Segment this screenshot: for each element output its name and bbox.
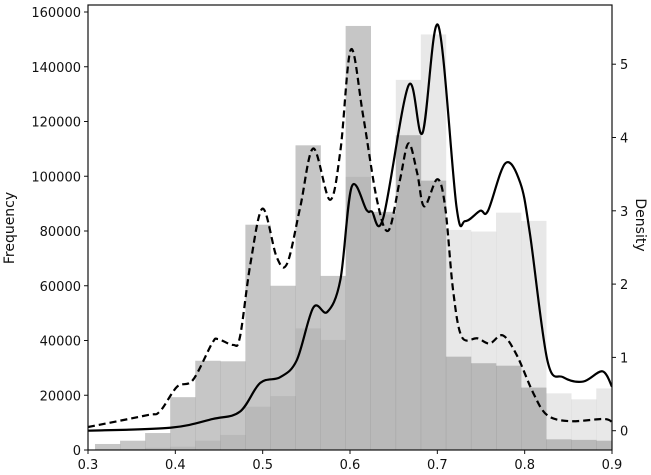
y-tick-label: 160000 [31, 6, 81, 21]
y-tick-label: 40000 [40, 335, 81, 350]
histogram-2-bar [245, 406, 271, 450]
histogram-1-bar [571, 439, 597, 450]
x-tick-label: 0.5 [252, 458, 273, 473]
x-tick-label: 0.3 [78, 458, 99, 473]
histogram-2-bar [596, 388, 612, 450]
histogram-1-bar [546, 439, 572, 450]
histogram-1-bar [521, 387, 547, 450]
histogram-1-bar [195, 360, 221, 450]
histogram-1-bar [470, 363, 497, 450]
x-tick-label: 0.8 [514, 458, 535, 473]
histogram-2-bar [170, 446, 196, 450]
y-right-tick-label: 4 [620, 132, 628, 147]
histogram-1-bar [445, 356, 472, 450]
histogram-1-bar [120, 440, 146, 450]
y-right-tick-label: 0 [620, 425, 628, 440]
histogram-2-bar [270, 396, 296, 450]
histogram-2-bar [345, 176, 371, 450]
y-tick-label: 0 [73, 444, 81, 459]
y-right-tick-label: 5 [620, 58, 628, 73]
histogram-1-bar [94, 443, 121, 450]
histogram-2-bar [220, 434, 246, 450]
y-right-tick-label: 3 [620, 205, 628, 220]
density-curve-solid [88, 23, 612, 432]
histogram-2-bar [145, 447, 171, 450]
histogram-1-bar [420, 180, 447, 450]
histogram-1-bar [220, 361, 246, 450]
histogram-2-bar [496, 212, 522, 450]
histogram-2-bar [370, 214, 397, 450]
y-axis-left: 0 20000 40000 60000 80000 100000 120000 140000 1… [31, 6, 88, 459]
histogram-2-bar [295, 328, 321, 450]
y-axis-right-label: Density [632, 198, 648, 251]
histogram-bars [94, 25, 612, 450]
histogram-2-bar [420, 34, 447, 450]
histogram-1-bar [145, 433, 171, 450]
x-axis: 0.3 0.4 0.5 0.6 0.7 0.8 0.9 [78, 450, 623, 473]
x-tick-label: 0.4 [165, 458, 186, 473]
y-right-tick-label: 1 [620, 351, 628, 366]
histogram-1-bar [496, 365, 522, 450]
x-tick-label: 0.7 [427, 458, 448, 473]
y-tick-label: 140000 [31, 61, 81, 76]
density-curve-dashed [88, 48, 612, 429]
density-curves [88, 23, 612, 432]
y-right-tick-label: 2 [620, 278, 628, 293]
histogram-1-bar [596, 440, 612, 450]
histogram-1-bar [295, 145, 321, 450]
y-tick-label: 120000 [31, 116, 81, 131]
y-tick-label: 80000 [40, 225, 81, 240]
y-tick-label: 20000 [40, 389, 81, 404]
y-tick-label: 60000 [40, 280, 81, 295]
histogram-1-bar [395, 135, 422, 450]
x-tick-label: 0.9 [602, 458, 623, 473]
y-axis-left-label: Frequency [2, 192, 18, 264]
histogram-1-bar [345, 25, 371, 450]
histogram-2-bar [320, 339, 346, 450]
histogram-1-bar [370, 211, 397, 450]
histogram-2-bar [571, 399, 597, 450]
histogram-2-bar [395, 79, 422, 450]
histogram-2-bar [195, 440, 221, 450]
y-axis-right: 0 1 2 3 4 5 [612, 58, 628, 440]
y-tick-label: 100000 [31, 170, 81, 185]
x-tick-label: 0.6 [340, 458, 361, 473]
